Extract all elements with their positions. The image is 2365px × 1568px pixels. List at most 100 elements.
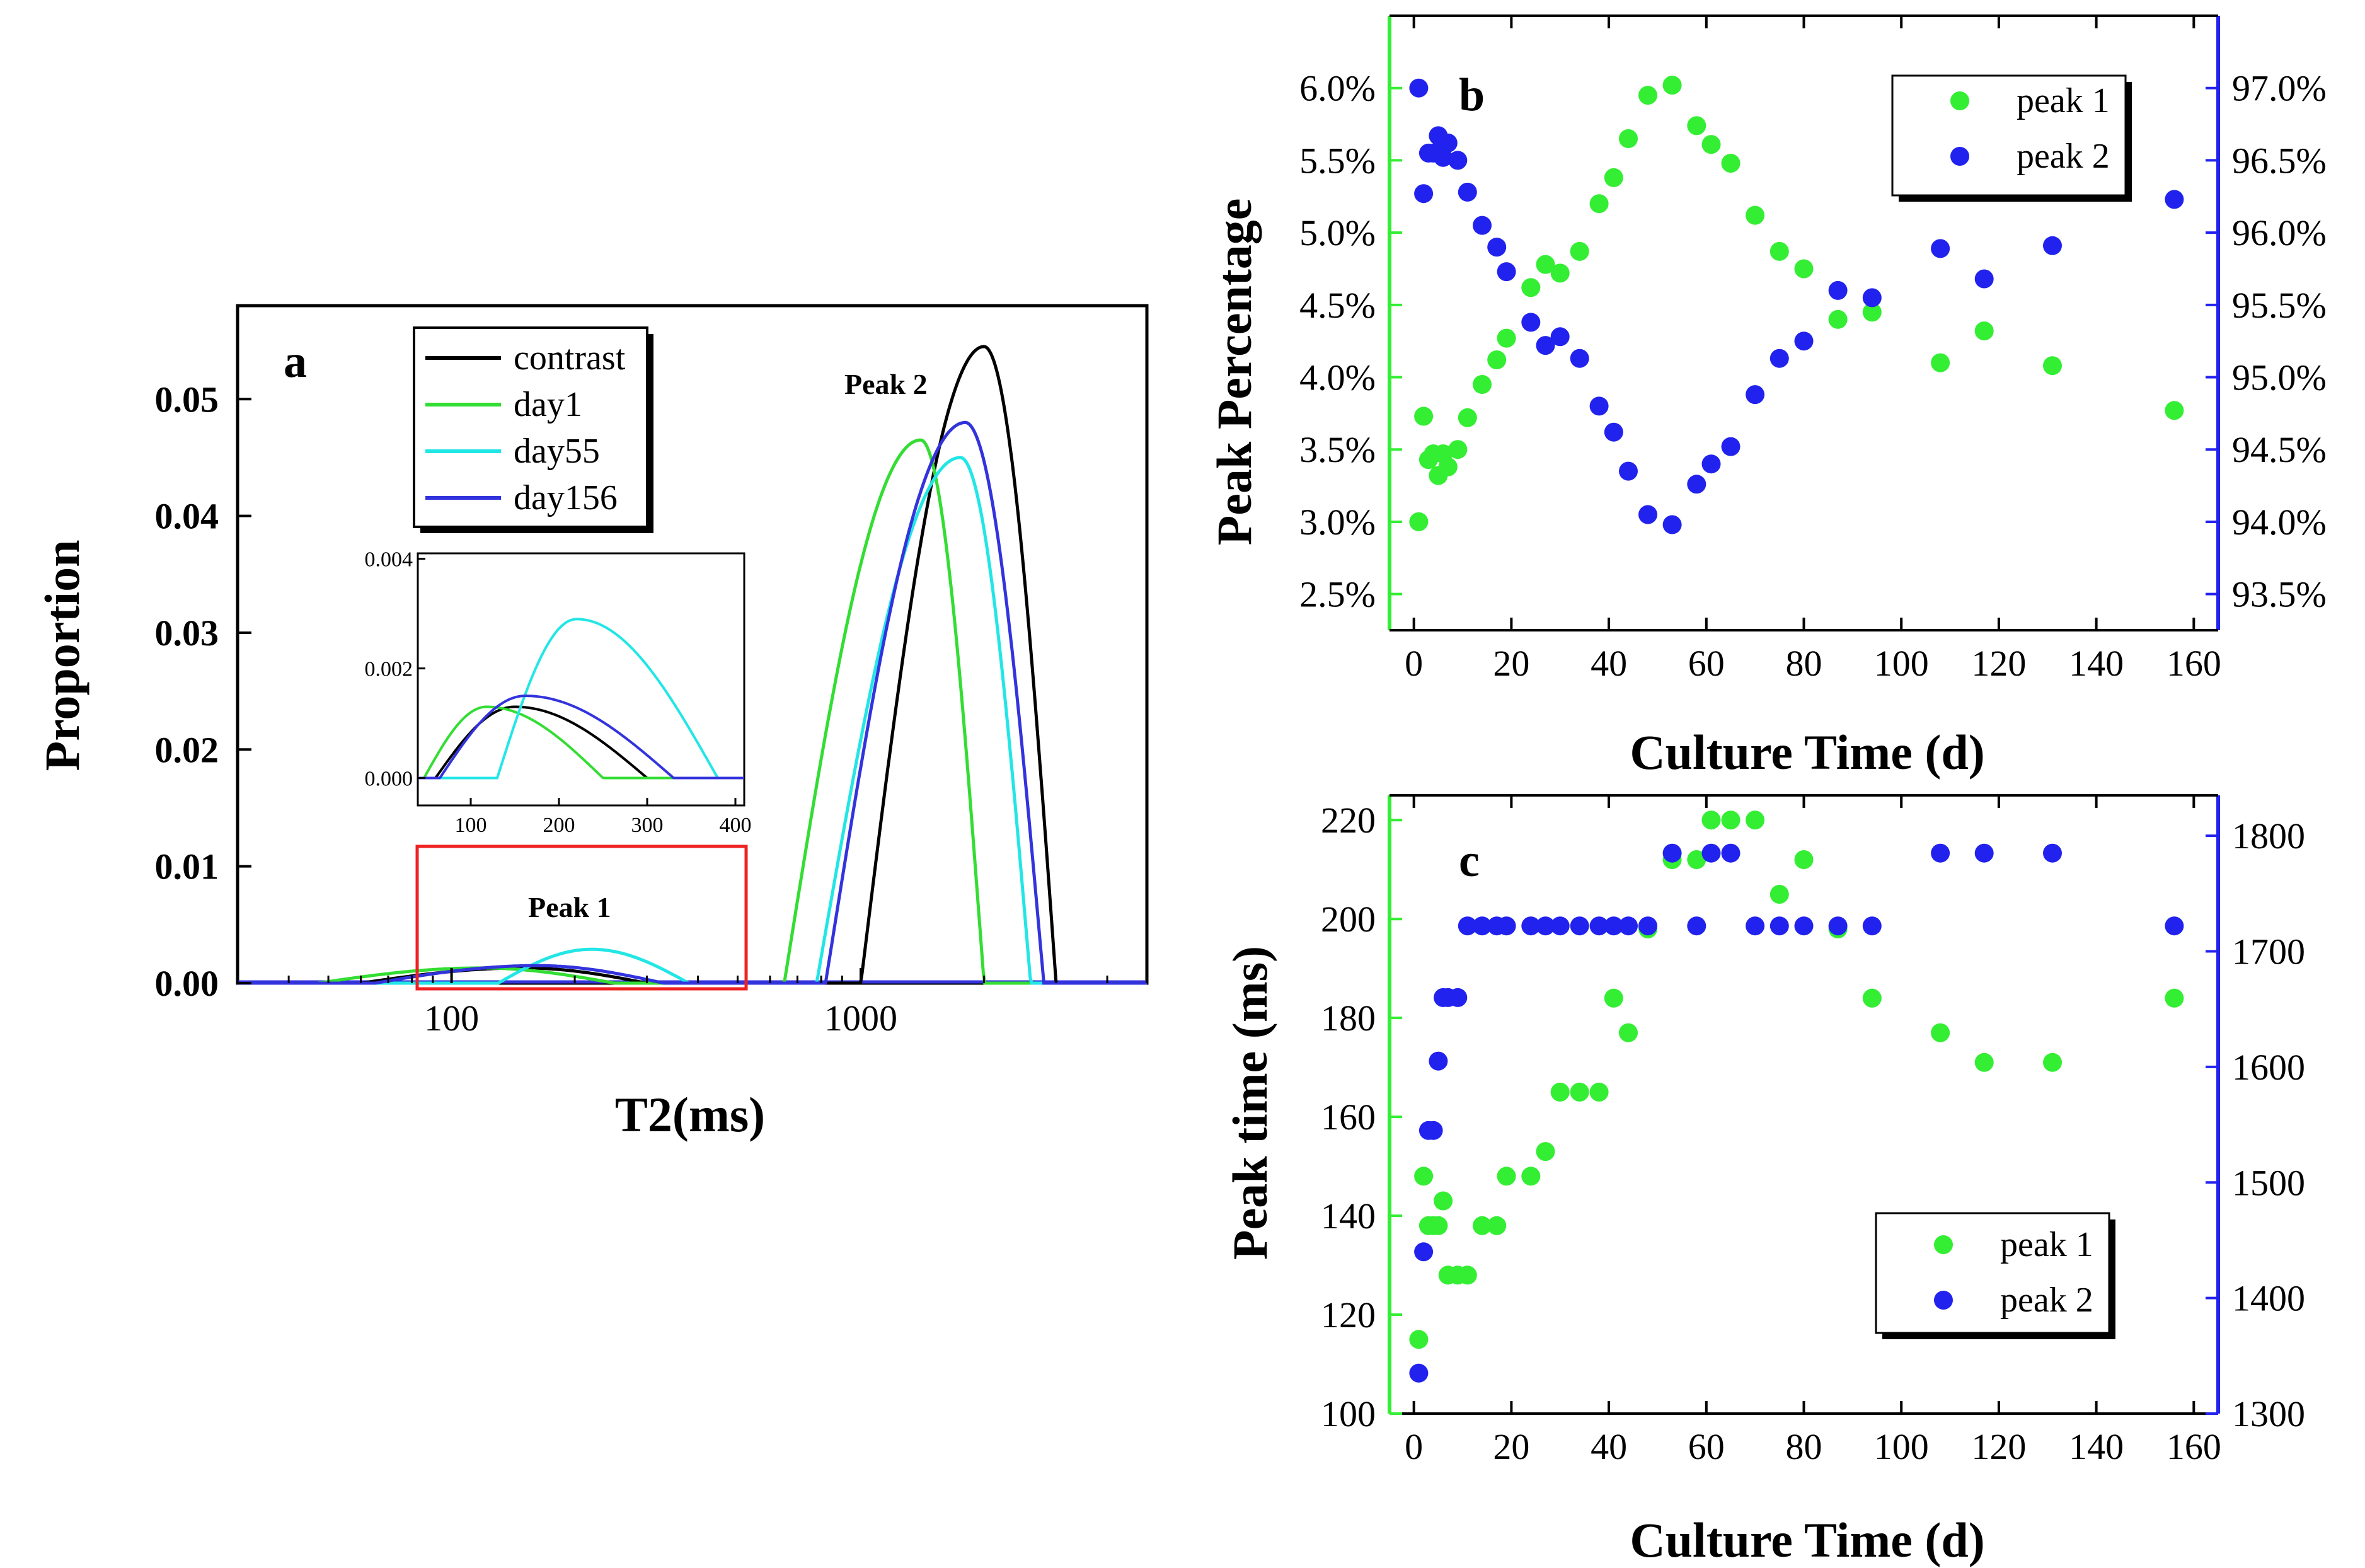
point-peak-1 <box>1769 885 1789 904</box>
point-peak-2 <box>1662 843 1682 863</box>
panel-a-x-ticks: 100 1000 <box>236 968 1148 1039</box>
y-left-tick-label: 120 <box>1321 1294 1376 1335</box>
point-peak-1 <box>1521 1167 1541 1186</box>
legend-item-peak-2: peak 2 <box>1934 1281 2093 1320</box>
point-peak-1 <box>1414 406 1434 426</box>
legend-label: day1 <box>514 385 582 424</box>
y-right-tick-label: 94.5% <box>2232 429 2327 470</box>
inset-series-line-day55 <box>418 618 744 780</box>
x-tick-label: 1000 <box>824 998 897 1039</box>
point-peak-1 <box>1746 205 1765 225</box>
point-peak-2 <box>1458 182 1477 202</box>
point-peak-2 <box>1721 843 1741 863</box>
point-peak-1 <box>1931 353 1950 372</box>
y-left-tick-label: 100 <box>1321 1393 1376 1434</box>
legend-marker <box>1934 1291 1953 1310</box>
panel-a-curves <box>238 345 1147 985</box>
point-peak-1 <box>1448 440 1468 459</box>
y-tick-label: 0.01 <box>155 846 219 887</box>
y-tick-label: 0.03 <box>155 613 219 654</box>
y-right-tick-label: 95.0% <box>2232 357 2327 398</box>
point-peak-2 <box>1701 454 1721 474</box>
point-peak-2 <box>1589 396 1609 416</box>
y-tick-label: 0.04 <box>155 496 219 537</box>
panel-c-x-axis-label: Culture Time (d) <box>1630 1513 1984 1567</box>
inset-frame <box>417 552 745 807</box>
inset-x-tick-label: 300 <box>631 814 664 837</box>
point-peak-2 <box>1409 78 1429 98</box>
point-peak-2 <box>1604 916 1623 936</box>
x-tick-label: 60 <box>1688 1426 1725 1467</box>
panel-c: 0 20 40 60 80 100 120 140 160 100 120 140 160 180 200 2… <box>1223 794 2305 1567</box>
x-tick-label: 20 <box>1493 1426 1529 1467</box>
point-peak-1 <box>1409 1330 1429 1349</box>
point-peak-1 <box>1473 375 1492 394</box>
point-peak-2 <box>1438 133 1458 153</box>
legend-label: contrast <box>514 338 626 378</box>
point-peak-2 <box>1536 336 1555 355</box>
point-peak-1 <box>1862 303 1882 322</box>
y-tick-label: 0.02 <box>155 729 219 770</box>
point-peak-2 <box>1769 349 1789 368</box>
legend-label: day55 <box>514 432 600 471</box>
point-peak-1 <box>1589 194 1609 214</box>
y-right-tick-label: 1800 <box>2232 816 2305 856</box>
point-peak-1 <box>2165 988 2184 1008</box>
point-peak-1 <box>1721 154 1741 173</box>
y-left-tick-label: 140 <box>1321 1196 1376 1237</box>
point-peak-2 <box>1458 916 1477 936</box>
panel-b-points <box>1409 76 2184 534</box>
point-peak-1 <box>1458 408 1477 427</box>
y-right-tick-label: 94.0% <box>2232 502 2327 543</box>
y-left-tick-label: 5.0% <box>1299 212 1376 253</box>
point-peak-1 <box>1687 850 1706 869</box>
legend-item-day1: day1 <box>425 385 582 424</box>
legend-marker <box>1950 91 1969 110</box>
point-peak-2 <box>1794 331 1814 351</box>
point-peak-2 <box>2165 190 2184 209</box>
point-peak-2 <box>1589 916 1609 936</box>
legend-item-peak-2: peak 2 <box>1950 137 2110 176</box>
panel-a: 0.00 0.01 0.02 0.03 0.04 0.05 100 1000 a Peak … <box>35 304 1149 1142</box>
inset-series-line-day156 <box>418 695 744 780</box>
point-peak-1 <box>1687 116 1706 135</box>
x-tick-label: 80 <box>1786 643 1822 684</box>
y-left-tick-label: 4.0% <box>1299 357 1376 398</box>
point-peak-1 <box>1434 1191 1453 1211</box>
point-peak-2 <box>1638 916 1657 936</box>
point-peak-2 <box>1638 505 1657 524</box>
point-peak-2 <box>1448 151 1468 170</box>
point-peak-2 <box>1536 916 1555 936</box>
x-tick-label: 60 <box>1688 643 1725 684</box>
panel-a-label: a <box>284 336 307 388</box>
legend-item-peak-1: peak 1 <box>1950 81 2110 120</box>
point-peak-1 <box>1769 241 1789 261</box>
legend-item-day156: day156 <box>425 478 618 517</box>
legend-label: peak 1 <box>2000 1225 2093 1264</box>
x-tick-label: 100 <box>1874 643 1929 684</box>
point-peak-2 <box>1434 147 1453 167</box>
point-peak-2 <box>1769 916 1789 936</box>
panel-a-x-axis-label: T2(ms) <box>615 1087 765 1142</box>
y-left-tick-label: 160 <box>1321 1097 1376 1138</box>
point-peak-2 <box>1974 269 1994 289</box>
inset-x-tick-label: 200 <box>543 814 575 837</box>
point-peak-1 <box>1701 810 1721 830</box>
legend-marker <box>1934 1235 1953 1254</box>
y-right-tick-label: 1500 <box>2232 1162 2305 1203</box>
legend-label: peak 2 <box>2017 137 2110 176</box>
legend-label: day156 <box>514 478 618 517</box>
panel-b-ticks: 0 20 40 60 80 100 120 140 160 2.5% 3.0% 3.5% 4.0% 4.5… <box>1299 16 2327 684</box>
point-peak-2 <box>1619 461 1638 481</box>
series-line-day156 <box>238 420 1147 985</box>
point-peak-2 <box>1473 216 1492 235</box>
legend-label: peak 1 <box>2017 81 2110 120</box>
point-peak-2 <box>1487 238 1507 257</box>
y-right-tick-label: 1700 <box>2232 931 2305 972</box>
panel-b-label: b <box>1459 69 1485 121</box>
y-right-tick-label: 95.5% <box>2232 285 2327 326</box>
panel-a-y-axis-label: Proportion <box>35 540 89 771</box>
point-peak-2 <box>1619 916 1638 936</box>
y-right-tick-label: 96.0% <box>2232 212 2327 253</box>
